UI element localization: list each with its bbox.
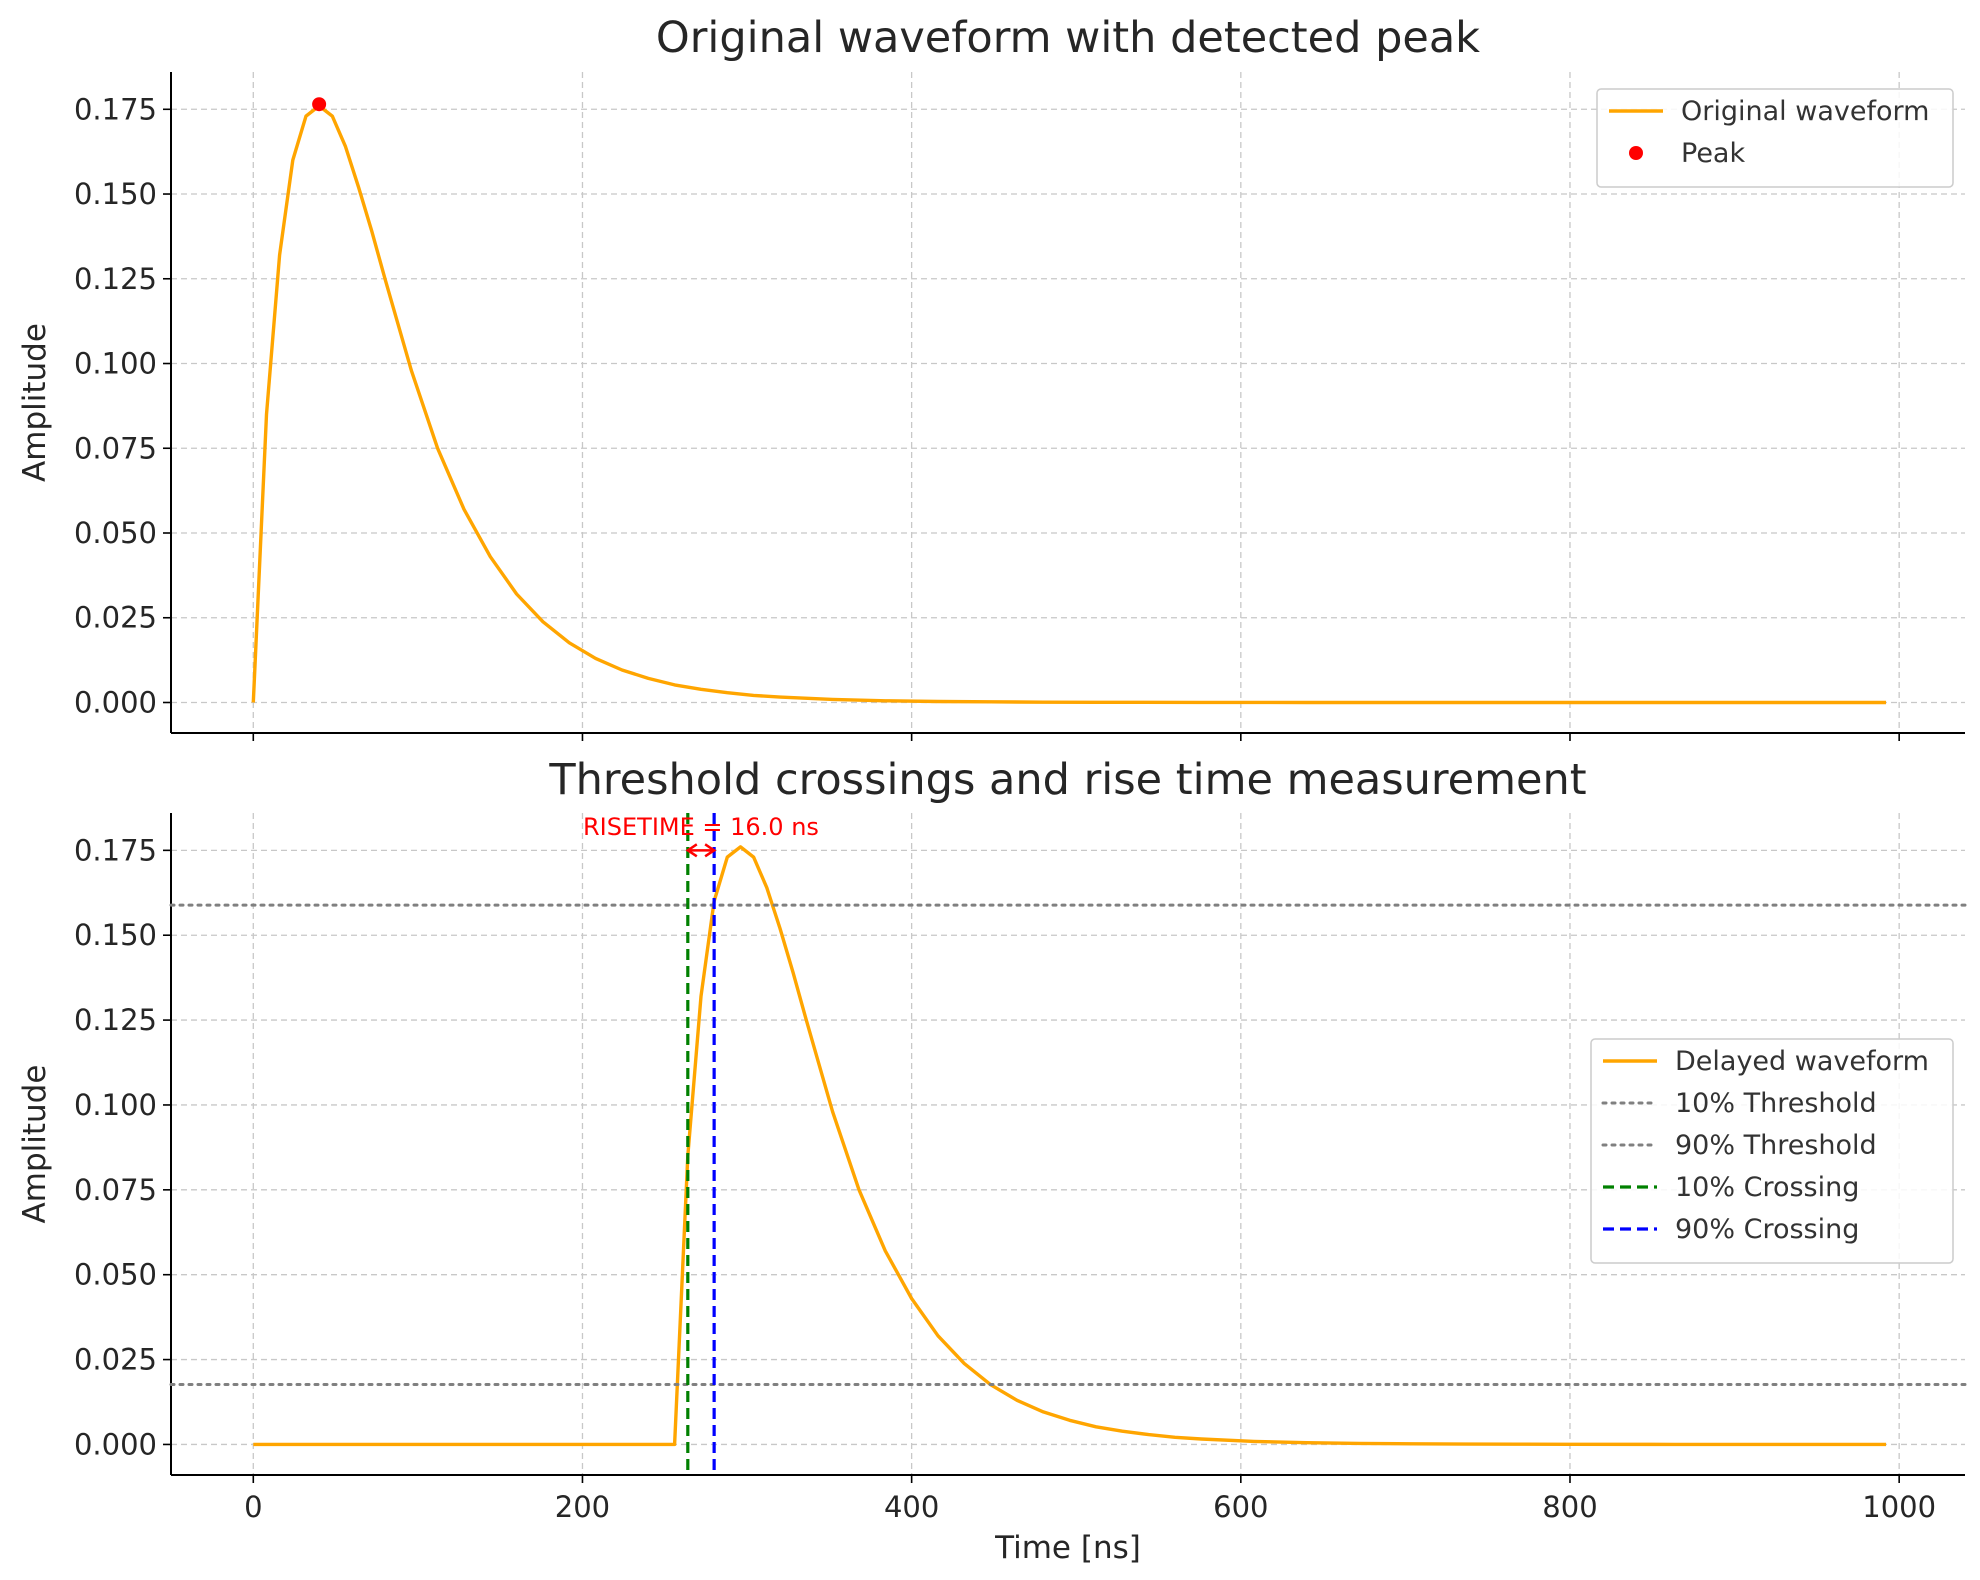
x-tick-label: 800 (1542, 1490, 1597, 1524)
y-tick-label: 0.150 (74, 918, 157, 952)
y-tick-label: 0.000 (74, 1427, 157, 1461)
y-tick-label: 0.125 (74, 1003, 157, 1037)
y-tick-label: 0.075 (74, 1173, 157, 1207)
y-tick-label: 0.100 (74, 1088, 157, 1122)
y-tick-label: 0.125 (74, 262, 157, 296)
y-tick-label: 0.050 (74, 1258, 157, 1292)
x-tick-label: 200 (555, 1490, 610, 1524)
y-tick-label: 0.175 (74, 92, 157, 126)
waveform-line (253, 845, 1886, 1447)
peak-marker (312, 97, 327, 112)
x-tick-label: 1000 (1862, 1490, 1936, 1524)
risetime-arrow-head-left (685, 843, 698, 858)
legend-label: 10% Threshold (1675, 1088, 1877, 1119)
legend-box (1596, 88, 1954, 188)
legend-label: 90% Crossing (1675, 1214, 1859, 1245)
legend: Delayed waveform 10% Threshold 90% Thresho… (1590, 1038, 1954, 1264)
y-axis-label: Amplitude (17, 1065, 53, 1224)
x-tick-label: 600 (1213, 1490, 1268, 1524)
legend-label: 10% Crossing (1675, 1172, 1859, 1203)
x-axis-label: Time [ns] (994, 1530, 1141, 1566)
chart-title: Threshold crossings and rise time measur… (548, 755, 1586, 805)
y-tick-label: 0.175 (74, 833, 157, 867)
risetime-arrow-head-right (704, 843, 717, 858)
y-axis-label: Amplitude (17, 323, 53, 482)
legend-label: Original waveform (1681, 96, 1929, 127)
chart-title: Original waveform with detected peak (656, 13, 1480, 63)
legend: Original waveform Peak (1596, 88, 1954, 188)
legend-label: Peak (1681, 138, 1745, 169)
y-tick-label: 0.025 (74, 1343, 157, 1377)
legend-label: 90% Threshold (1675, 1130, 1877, 1161)
legend-label: Delayed waveform (1675, 1046, 1929, 1077)
y-tick-label: 0.000 (74, 685, 157, 719)
y-tick-label: 0.100 (74, 347, 157, 381)
y-tick-label: 0.050 (74, 516, 157, 550)
x-tick-label: 400 (884, 1490, 939, 1524)
y-tick-label: 0.150 (74, 177, 157, 211)
top-chart-panel: 0.000 0.025 0.050 0.075 0.100 0.125 0.150 0.175… (17, 13, 1965, 741)
bottom-chart-panel: 0 200 400 600 800 1000 0.000 0.025 0.050 0.075 0.1… (17, 755, 1967, 1566)
x-tick-label: 0 (244, 1490, 262, 1524)
legend-box (1590, 1038, 1954, 1264)
risetime-annotation: RISETIME = 16.0 ns (583, 813, 819, 841)
legend-marker-peak (1629, 146, 1643, 160)
y-tick-label: 0.075 (74, 431, 157, 465)
waveform-line (251, 104, 1886, 705)
y-tick-label: 0.025 (74, 601, 157, 635)
